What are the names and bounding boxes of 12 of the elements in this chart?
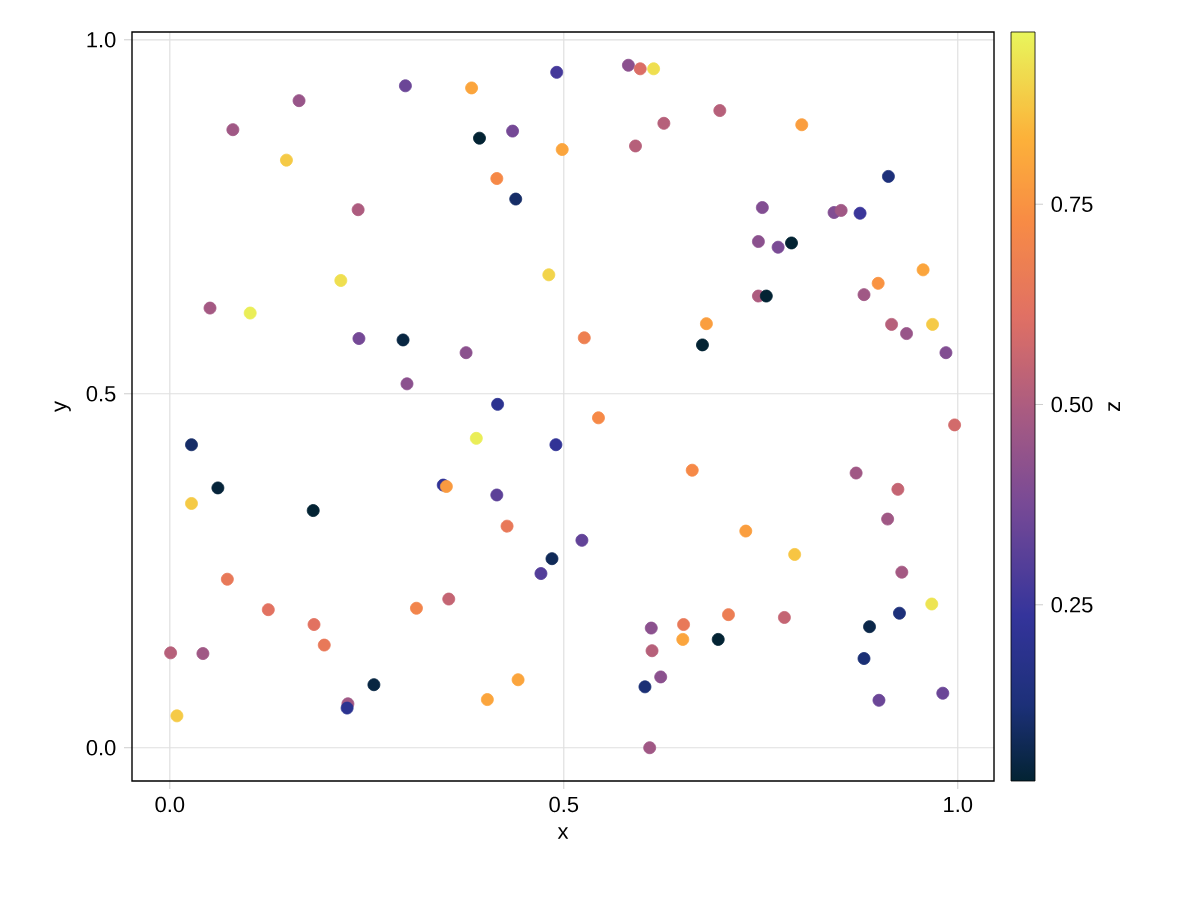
y-tick-label: 0.5 <box>86 386 116 402</box>
x-tick-label: 0.5 <box>549 796 579 813</box>
x-tick-label: 1.0 <box>944 796 973 813</box>
x-tick-label: 0.0 <box>155 796 185 813</box>
y-axis-title: y <box>54 401 71 412</box>
color-bar-title: z <box>1108 402 1120 412</box>
y-tick-label: 1.0 <box>87 32 116 48</box>
x-axis-title: x <box>557 827 569 839</box>
color-bar-label: 0.75 <box>1051 196 1093 212</box>
y-tick-label: 0.0 <box>86 739 116 756</box>
color-bar-label: 0.50 <box>1051 396 1093 413</box>
color-bar-label: 0.25 <box>1051 597 1093 613</box>
